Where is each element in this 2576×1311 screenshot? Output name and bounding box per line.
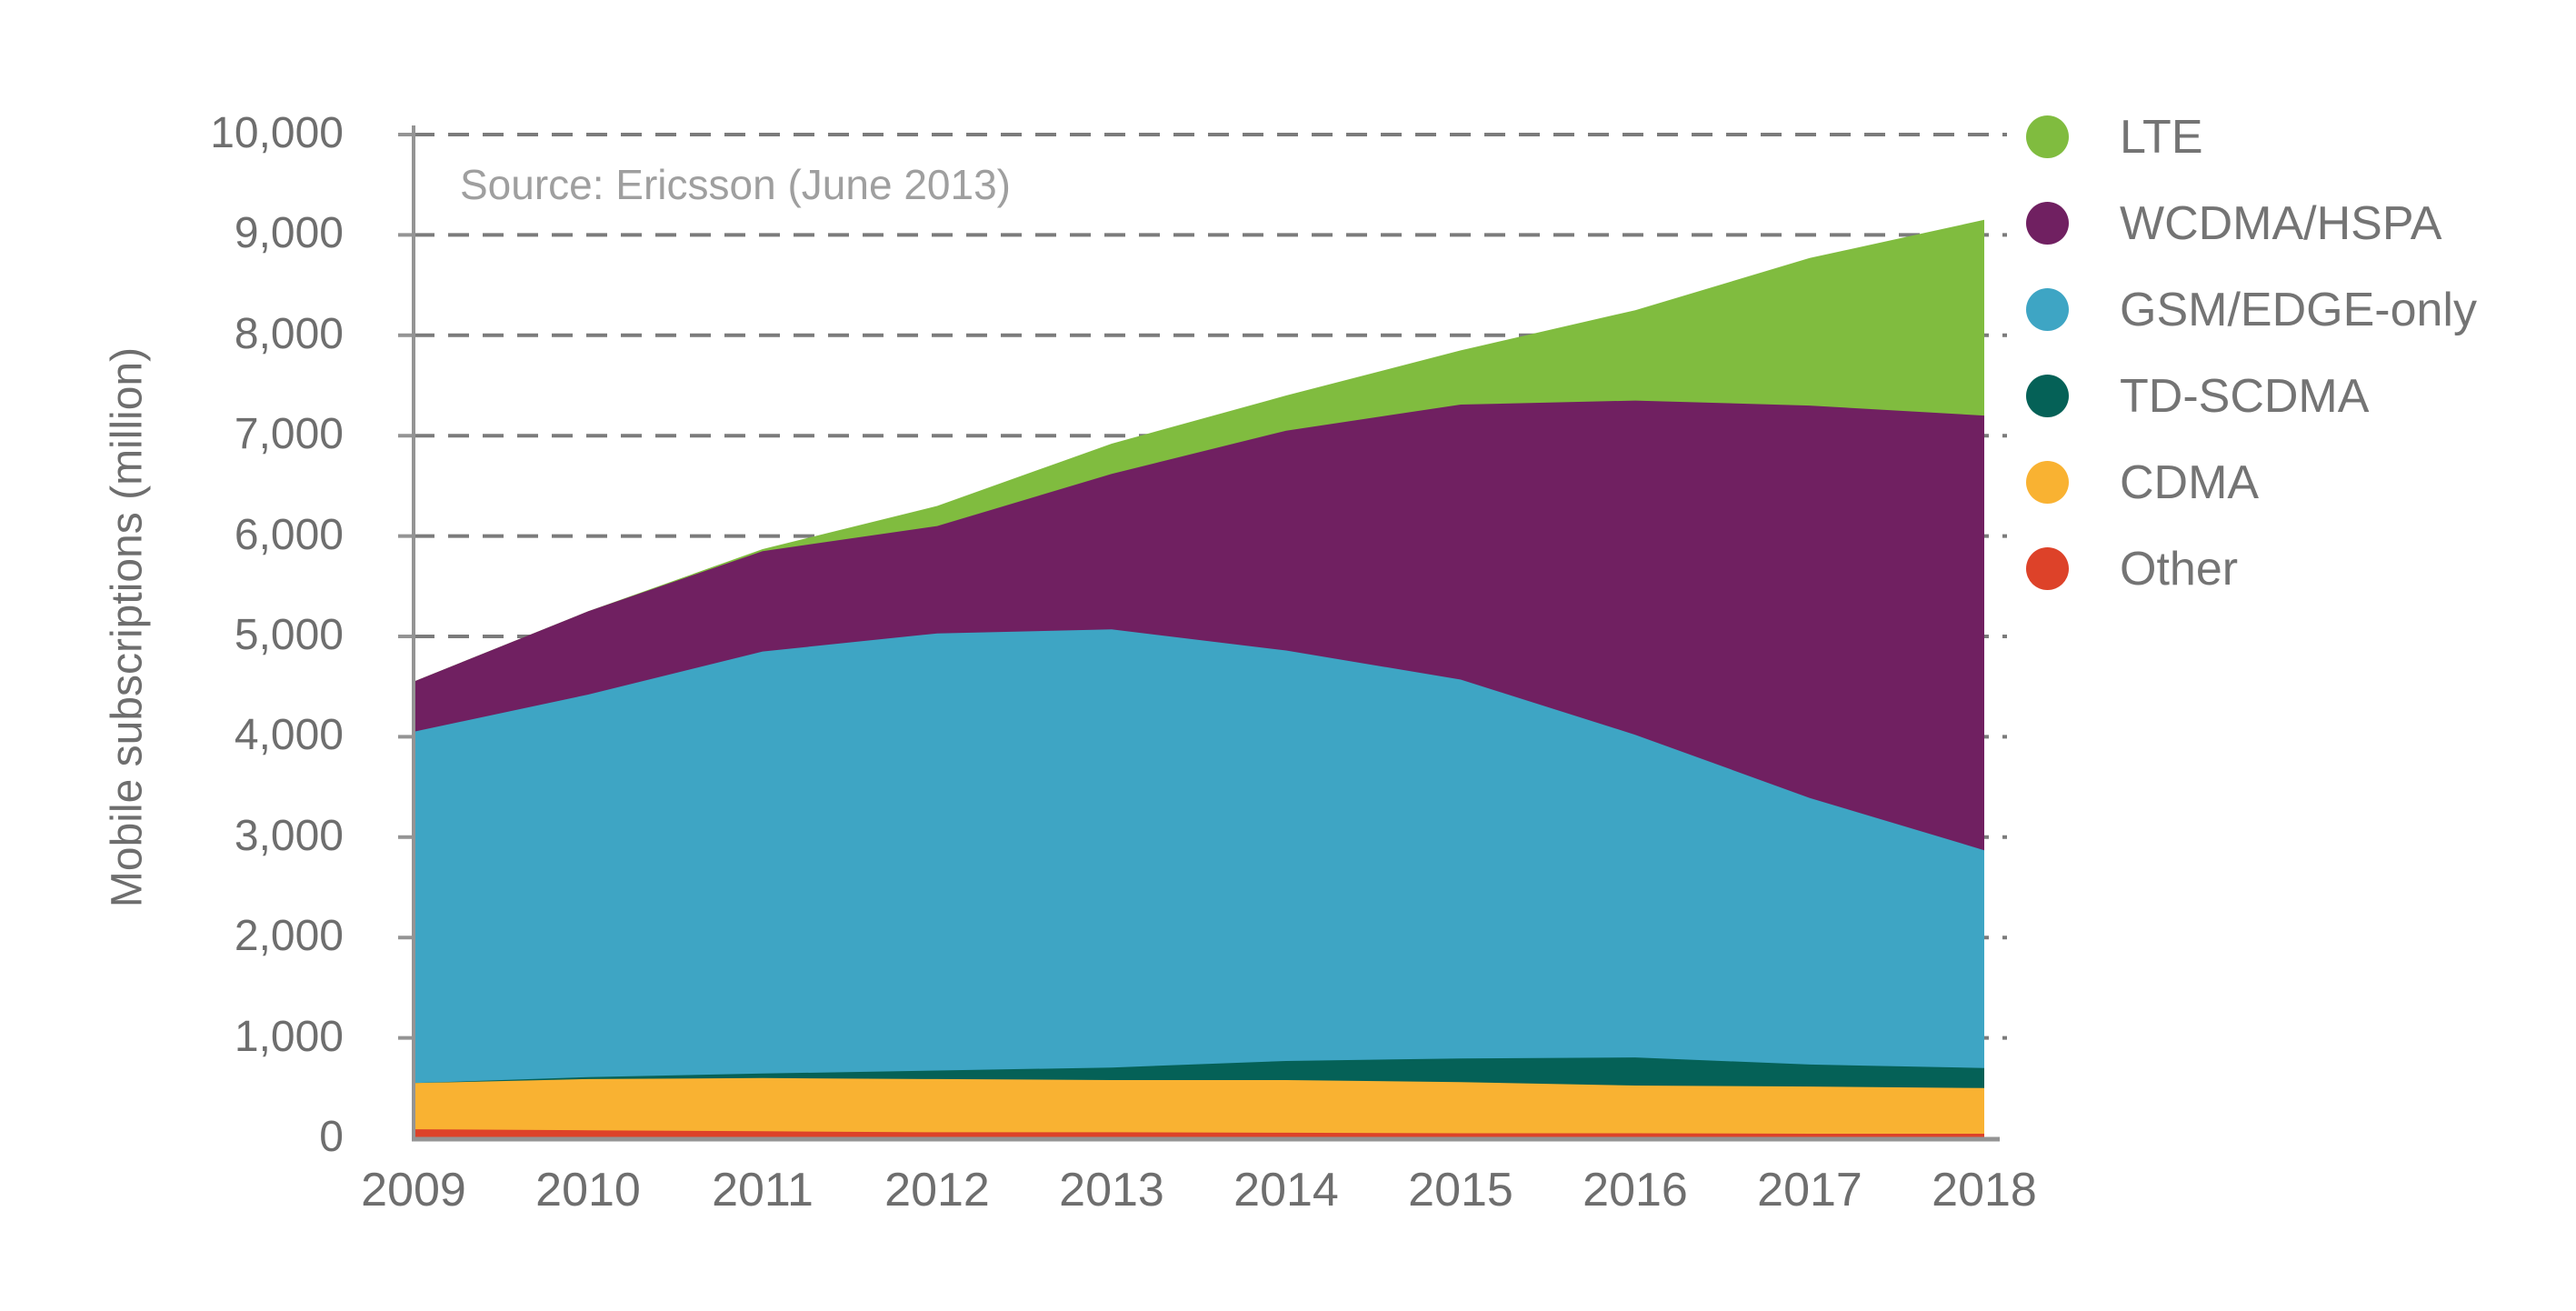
legend-item: CDMA [2026, 439, 2477, 525]
y-tick-label: 4,000 [234, 711, 344, 760]
legend-item: WCDMA/HSPA [2026, 180, 2477, 266]
y-tick-label: 0 [319, 1113, 344, 1161]
source-note: Source: Ericsson (June 2013) [460, 161, 1011, 208]
x-tick-label: 2014 [1233, 1164, 1339, 1216]
y-tick-label: 7,000 [234, 410, 344, 459]
area-gsm-edge-only [414, 629, 1984, 1138]
legend: LTE WCDMA/HSPA GSM/EDGE-only TD-SCDMA CDMA Ot… [2026, 94, 2477, 612]
y-tick-label: 2,000 [234, 912, 344, 961]
legend-label: CDMA [2120, 455, 2260, 509]
legend-label: LTE [2120, 110, 2203, 164]
legend-label: TD-SCDMA [2120, 369, 2370, 423]
legend-item: TD-SCDMA [2026, 353, 2477, 439]
x-tick-label: 2011 [712, 1164, 814, 1216]
legend-swatch-icon [2026, 375, 2069, 417]
x-tick-label: 2012 [884, 1164, 990, 1216]
x-tick-label: 2009 [361, 1164, 466, 1216]
area-cdma [414, 1077, 1984, 1138]
legend-swatch-icon [2026, 461, 2069, 504]
legend-swatch-icon [2026, 547, 2069, 590]
y-tick-label: 8,000 [234, 309, 344, 358]
y-tick-label: 9,000 [234, 209, 344, 258]
legend-item: Other [2026, 525, 2477, 612]
x-tick-label: 2013 [1059, 1164, 1164, 1216]
x-tick-label: 2016 [1583, 1164, 1688, 1216]
legend-swatch-icon [2026, 288, 2069, 331]
x-tick-label: 2010 [535, 1164, 641, 1216]
y-tick-label: 6,000 [234, 510, 344, 559]
y-tick-label: 3,000 [234, 811, 344, 860]
y-axis-title: Mobile subscriptions (million) [103, 346, 152, 908]
legend-item: LTE [2026, 94, 2477, 180]
x-tick-label: 2017 [1757, 1164, 1862, 1216]
y-tick-label: 1,000 [234, 1012, 344, 1061]
y-tick-label: 5,000 [234, 611, 344, 659]
x-tick-label: 2018 [1932, 1164, 2037, 1216]
area-other [414, 1129, 1984, 1138]
legend-label: WCDMA/HSPA [2120, 196, 2442, 250]
legend-swatch-icon [2026, 115, 2069, 158]
x-tick-label: 2015 [1408, 1164, 1513, 1216]
legend-item: GSM/EDGE-only [2026, 266, 2477, 353]
y-tick-label: 10,000 [210, 109, 344, 157]
legend-label: Other [2120, 542, 2239, 595]
legend-swatch-icon [2026, 202, 2069, 245]
legend-label: GSM/EDGE-only [2120, 283, 2477, 336]
